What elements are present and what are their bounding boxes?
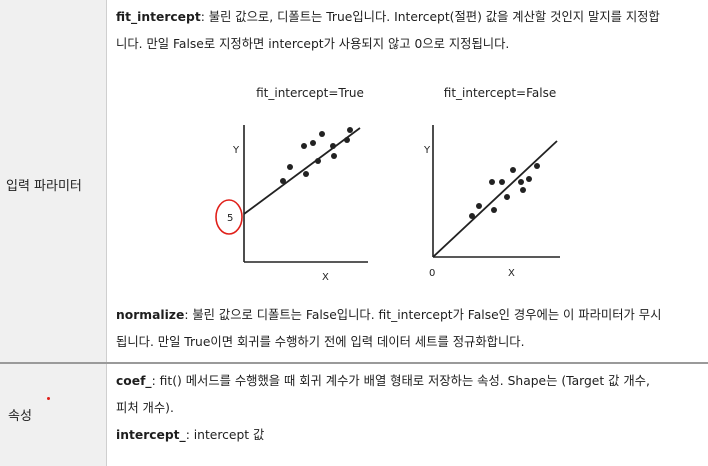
y-axis-label: Y — [232, 145, 240, 156]
red-mark — [47, 397, 50, 400]
data-point — [504, 194, 510, 200]
regression-figure-true: fit_intercept=True Y X 5 — [215, 86, 368, 280]
normalize-term: normalize — [116, 308, 185, 322]
params-label: 입력 파라미터 — [6, 179, 82, 194]
regression-line — [243, 127, 361, 215]
normalize-desc: normalize: 불린 값으로 디폴트는 False입니다. fit_int… — [116, 302, 696, 356]
data-point — [331, 153, 337, 159]
regression-figure-false: fit_intercept=False Y X 0 — [423, 86, 560, 279]
attributes-desc: coef_: fit() 메서드를 수행했을 때 회귀 계수가 배열 형태로 저… — [116, 368, 696, 449]
normalize-line1: : 불린 값으로 디폴트는 False입니다. fit_intercept가 F… — [184, 308, 662, 322]
data-point — [476, 203, 482, 209]
column-divider — [106, 0, 107, 466]
params-label-cell — [0, 0, 106, 362]
intercept-annotation-circle — [215, 199, 243, 235]
attrs-label: 속성 — [8, 409, 32, 424]
y-axis-label: Y — [423, 145, 431, 156]
data-points — [280, 127, 353, 184]
data-point — [310, 140, 316, 146]
x-axis-label: X — [508, 268, 515, 279]
data-point — [319, 131, 325, 137]
row-divider — [0, 362, 708, 364]
intercept-term: intercept_ — [116, 428, 186, 442]
data-point — [303, 171, 309, 177]
data-point — [491, 207, 497, 213]
data-point — [534, 163, 540, 169]
intercept-text: : intercept 값 — [185, 428, 265, 442]
figure-true-title: fit_intercept=True — [256, 86, 364, 100]
data-point — [499, 179, 505, 185]
attrs-label-cell — [0, 364, 106, 466]
data-point — [469, 213, 475, 219]
origin-label: 0 — [429, 268, 435, 279]
figure-false-title: fit_intercept=False — [444, 86, 556, 100]
fit-intercept-line1: : 불린 값으로, 디폴트는 True입니다. Intercept(절편) 값을… — [200, 10, 660, 24]
data-points — [469, 163, 540, 219]
data-point — [489, 179, 495, 185]
data-point — [301, 143, 307, 149]
data-point — [344, 137, 350, 143]
intercept-label: 5 — [227, 213, 233, 224]
coef-line2: 피처 개수). — [116, 401, 174, 415]
data-point — [347, 127, 353, 133]
fit-intercept-term: fit_intercept — [116, 10, 201, 24]
coef-term: coef_ — [116, 374, 152, 388]
data-point — [526, 176, 532, 182]
data-point — [287, 164, 293, 170]
normalize-line2: 됩니다. 만일 True이면 회귀를 수행하기 전에 입력 데이터 세트를 정규… — [116, 335, 525, 349]
data-point — [518, 179, 524, 185]
x-axis-label: X — [322, 272, 329, 280]
data-point — [280, 178, 286, 184]
data-point — [315, 158, 321, 164]
data-point — [330, 143, 336, 149]
coef-line1: : fit() 메서드를 수행했을 때 회귀 계수가 배열 형태로 저장하는 속… — [151, 374, 650, 388]
fit-intercept-line2: 니다. 만일 False로 지정하면 intercept가 사용되지 않고 0으… — [116, 37, 510, 51]
data-point — [520, 187, 526, 193]
fit-intercept-desc: fit_intercept: 불린 값으로, 디폴트는 True입니다. Int… — [116, 4, 696, 58]
regression-line — [432, 140, 558, 258]
data-point — [510, 167, 516, 173]
